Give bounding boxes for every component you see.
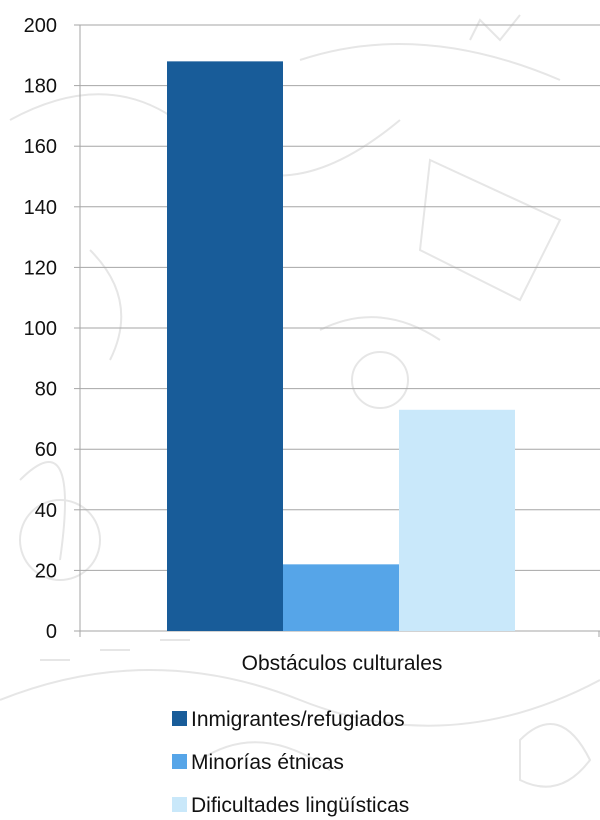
legend-label: Inmigrantes/refugiados — [191, 708, 405, 731]
y-tick-label: 100 — [24, 318, 57, 340]
axes — [74, 24, 600, 637]
bars — [167, 61, 515, 632]
y-tick-label: 160 — [24, 136, 57, 158]
x-category-label: Obstáculos culturales — [242, 652, 443, 675]
background-doodles — [0, 14, 600, 788]
bar-dificultades-ling-sticas — [399, 409, 515, 631]
bar-minor-as-tnicas — [283, 564, 399, 631]
y-tick-label: 80 — [35, 379, 57, 401]
legend-label: Dificultades lingüísticas — [191, 794, 409, 817]
gridlines — [80, 24, 600, 632]
y-tick-label: 180 — [24, 76, 57, 98]
legend: Inmigrantes/refugiados Minorías étnicas Di… — [172, 708, 409, 817]
legend-swatch — [172, 711, 187, 726]
y-tick-label: 60 — [35, 439, 57, 461]
x-category-labels: Obstáculos culturales — [242, 652, 443, 675]
y-tick-label: 20 — [35, 560, 57, 582]
y-tick-label: 40 — [35, 500, 57, 522]
bar-inmigrantes-refugiados — [167, 61, 283, 632]
legend-swatch — [172, 797, 187, 812]
y-tick-label: 0 — [46, 621, 57, 643]
y-tick-label: 140 — [24, 197, 57, 219]
y-tick-label: 200 — [24, 15, 57, 37]
legend-swatch — [172, 754, 187, 769]
y-tick-label: 120 — [24, 257, 57, 279]
y-tick-labels: 0 20 40 60 80 100 120 140 160 180 200 — [24, 15, 57, 643]
legend-label: Minorías étnicas — [191, 751, 344, 774]
